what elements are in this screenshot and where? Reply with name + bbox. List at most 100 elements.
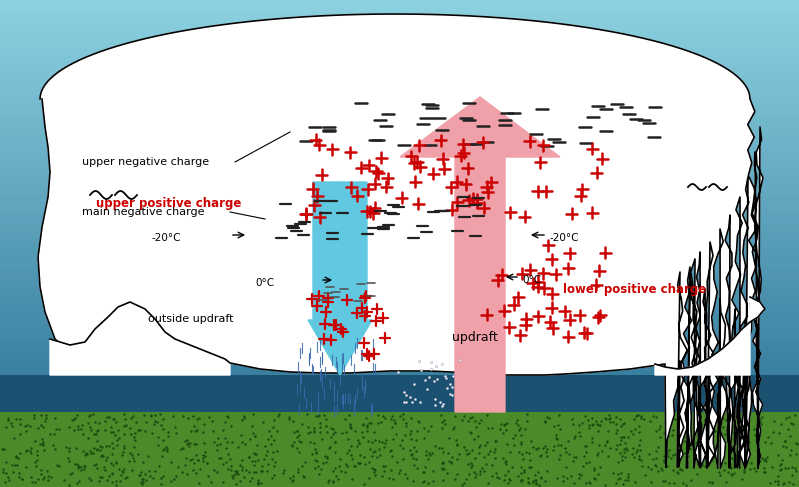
Point: [579, 448, 592, 456]
Point: [10, 452, 22, 460]
Point: [379, 439, 392, 447]
Point: [117, 431, 130, 438]
Point: [124, 424, 137, 432]
Point: [149, 417, 161, 425]
Point: [635, 462, 648, 470]
Point: [397, 411, 410, 418]
Point: [556, 472, 569, 480]
Point: [515, 440, 527, 448]
Point: [260, 447, 273, 455]
Point: [569, 432, 582, 440]
Point: [352, 439, 365, 447]
Point: [89, 460, 102, 468]
Point: [398, 388, 411, 395]
Point: [435, 445, 448, 452]
Text: 0°C: 0°C: [522, 275, 541, 285]
Point: [590, 450, 603, 458]
Point: [136, 475, 149, 483]
Point: [444, 390, 457, 398]
Point: [481, 480, 494, 487]
Point: [621, 447, 634, 454]
Point: [383, 474, 396, 482]
Point: [310, 450, 323, 457]
Point: [405, 435, 418, 443]
Point: [329, 428, 342, 436]
Point: [21, 421, 34, 429]
Point: [169, 423, 181, 431]
Point: [27, 412, 40, 419]
Point: [157, 446, 169, 454]
Point: [774, 461, 787, 469]
Point: [319, 452, 332, 460]
Point: [360, 424, 373, 431]
Point: [79, 450, 92, 458]
Point: [559, 444, 571, 452]
Point: [672, 447, 685, 455]
Point: [145, 429, 158, 437]
Point: [177, 412, 190, 420]
Point: [10, 461, 23, 468]
Point: [719, 416, 732, 424]
Point: [19, 463, 32, 470]
Point: [357, 480, 370, 487]
Point: [266, 448, 279, 456]
Point: [37, 441, 50, 449]
Point: [13, 473, 26, 481]
Point: [477, 467, 490, 475]
Point: [75, 463, 88, 470]
Point: [610, 413, 622, 421]
Point: [378, 467, 391, 475]
Point: [34, 470, 47, 478]
Point: [743, 465, 756, 473]
Point: [585, 422, 598, 430]
Point: [721, 468, 734, 475]
Point: [74, 466, 87, 474]
Point: [225, 438, 238, 446]
Point: [582, 416, 594, 424]
Point: [484, 447, 497, 455]
Point: [354, 451, 367, 459]
Point: [51, 461, 64, 468]
Point: [341, 435, 354, 443]
Point: [189, 441, 202, 449]
Point: [629, 425, 642, 433]
Point: [463, 428, 476, 436]
Point: [654, 433, 666, 441]
Point: [740, 450, 753, 457]
Point: [187, 422, 200, 430]
Point: [345, 475, 358, 483]
Point: [97, 451, 109, 459]
Point: [447, 426, 459, 433]
Point: [15, 476, 28, 484]
Point: [340, 449, 353, 457]
Point: [332, 475, 344, 483]
Point: [217, 426, 229, 433]
Polygon shape: [50, 302, 230, 375]
Point: [527, 443, 539, 451]
Point: [36, 435, 49, 443]
Point: [472, 419, 485, 427]
Point: [481, 450, 494, 458]
Point: [90, 427, 103, 435]
Point: [70, 479, 83, 487]
Point: [630, 448, 642, 455]
Point: [740, 421, 753, 429]
Point: [499, 470, 511, 478]
Point: [790, 450, 799, 458]
Point: [311, 457, 324, 465]
Point: [128, 443, 141, 451]
Point: [577, 462, 590, 470]
Point: [548, 442, 561, 450]
Point: [81, 433, 94, 441]
Point: [481, 438, 494, 446]
Point: [615, 456, 628, 464]
Point: [236, 438, 248, 446]
Point: [684, 429, 697, 437]
Point: [530, 446, 543, 453]
Point: [412, 417, 425, 425]
Point: [580, 459, 593, 467]
Point: [71, 422, 84, 430]
Point: [778, 437, 791, 445]
Point: [97, 463, 110, 470]
Point: [661, 449, 674, 456]
